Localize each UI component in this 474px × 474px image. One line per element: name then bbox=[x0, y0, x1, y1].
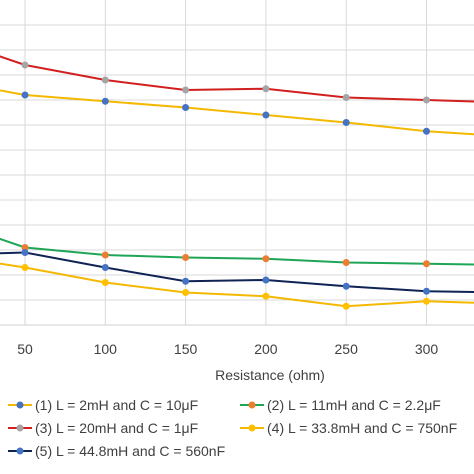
data-point bbox=[342, 94, 350, 101]
series-line bbox=[0, 262, 474, 308]
data-point bbox=[342, 282, 350, 290]
grid-lines bbox=[0, 0, 474, 325]
series-3 bbox=[0, 55, 474, 104]
x-tick-label: 150 bbox=[174, 341, 198, 357]
series-5 bbox=[0, 249, 474, 295]
series-lines bbox=[0, 55, 474, 310]
data-point bbox=[21, 264, 29, 271]
x-tick-label: 50 bbox=[17, 341, 33, 357]
data-point bbox=[262, 255, 270, 263]
data-point bbox=[101, 264, 109, 271]
data-point bbox=[182, 86, 190, 94]
series-4 bbox=[0, 262, 474, 310]
data-point bbox=[182, 104, 190, 111]
legend-label: (4) L = 33.8mH and C = 750nF bbox=[267, 420, 457, 436]
data-point bbox=[262, 85, 270, 93]
data-point bbox=[21, 61, 29, 69]
legend-label: (1) L = 2mH and C = 10μF bbox=[35, 397, 198, 413]
data-point bbox=[262, 292, 270, 300]
data-point bbox=[423, 96, 430, 104]
legend-item: (5) L = 44.8mH and C = 560nF bbox=[8, 443, 225, 459]
legend-label: (3) L = 20mH and C = 1μF bbox=[35, 420, 198, 436]
data-point bbox=[101, 97, 109, 105]
data-point bbox=[101, 279, 109, 286]
data-point bbox=[182, 289, 190, 296]
data-point bbox=[101, 251, 109, 259]
legend-marker bbox=[248, 401, 256, 409]
series-line bbox=[0, 55, 474, 103]
legend-label: (2) L = 11mH and C = 2.2μF bbox=[267, 397, 441, 413]
x-tick-label: 200 bbox=[254, 341, 278, 357]
data-point bbox=[21, 249, 29, 256]
x-tick-labels: 50 100 150 200 250 300 bbox=[17, 341, 438, 357]
data-point bbox=[342, 302, 350, 310]
data-point bbox=[423, 260, 430, 268]
x-tick-label: 250 bbox=[335, 341, 359, 357]
series-line bbox=[0, 251, 474, 293]
data-point bbox=[101, 76, 109, 84]
legend-item: (4) L = 33.8mH and C = 750nF bbox=[240, 420, 457, 436]
x-tick-label: 300 bbox=[415, 341, 439, 357]
legend-item: (3) L = 20mH and C = 1μF bbox=[8, 420, 198, 436]
legend-marker bbox=[16, 401, 24, 409]
data-point bbox=[423, 127, 430, 135]
data-point bbox=[21, 91, 29, 99]
x-axis-title: Resistance (ohm) bbox=[215, 367, 325, 383]
data-point bbox=[262, 276, 270, 284]
data-point bbox=[423, 297, 430, 305]
series-line bbox=[0, 237, 474, 266]
series-line bbox=[0, 89, 474, 136]
data-point bbox=[182, 277, 190, 285]
data-point bbox=[342, 119, 350, 126]
data-point bbox=[262, 111, 270, 119]
legend-item: (1) L = 2mH and C = 10μF bbox=[8, 397, 198, 413]
x-tick-label: 100 bbox=[94, 341, 118, 357]
legend-marker bbox=[16, 447, 24, 455]
legend-marker bbox=[16, 424, 24, 432]
legend-marker bbox=[248, 424, 256, 432]
data-point bbox=[423, 287, 430, 295]
legend-item: (2) L = 11mH and C = 2.2μF bbox=[240, 397, 441, 413]
data-point bbox=[342, 259, 350, 266]
series-1 bbox=[0, 89, 474, 136]
legend: (1) L = 2mH and C = 10μF (2) L = 11mH and… bbox=[8, 397, 457, 459]
data-point bbox=[182, 254, 190, 261]
legend-label: (5) L = 44.8mH and C = 560nF bbox=[35, 443, 225, 459]
series-2 bbox=[0, 237, 474, 268]
